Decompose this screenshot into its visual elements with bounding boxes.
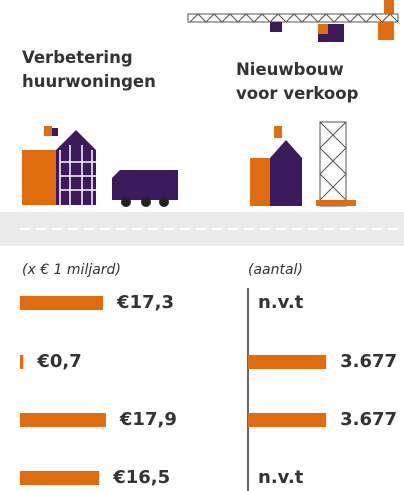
bars: €17,3 €0,7 €17,9 €16,5 n.v.t 3.677 3.677 n.v.t bbox=[20, 288, 397, 491]
value-label: 3.677 bbox=[340, 351, 397, 372]
chart-title: Verbetering huurwoningen bbox=[22, 48, 156, 91]
house-right bbox=[250, 121, 356, 207]
unit-label: (aantal) bbox=[248, 262, 303, 278]
bar bbox=[20, 471, 100, 485]
value-label: €0,7 bbox=[36, 351, 81, 372]
bar bbox=[248, 355, 327, 369]
value-label: €16,5 bbox=[112, 467, 170, 488]
value-label: €17,3 bbox=[116, 292, 174, 313]
house-left bbox=[22, 126, 178, 207]
value-label: n.v.t bbox=[258, 292, 304, 313]
unit-label: (x € 1 miljard) bbox=[22, 262, 121, 278]
crane bbox=[187, 0, 399, 42]
value-label: n.v.t bbox=[258, 467, 304, 488]
value-label: €17,9 bbox=[119, 409, 177, 430]
value-label: 3.677 bbox=[340, 409, 397, 430]
bar bbox=[20, 413, 106, 427]
bar bbox=[20, 296, 104, 310]
chart-title: Nieuwbouw voor verkoop bbox=[236, 60, 359, 103]
bar bbox=[20, 355, 24, 369]
bar bbox=[248, 413, 327, 427]
